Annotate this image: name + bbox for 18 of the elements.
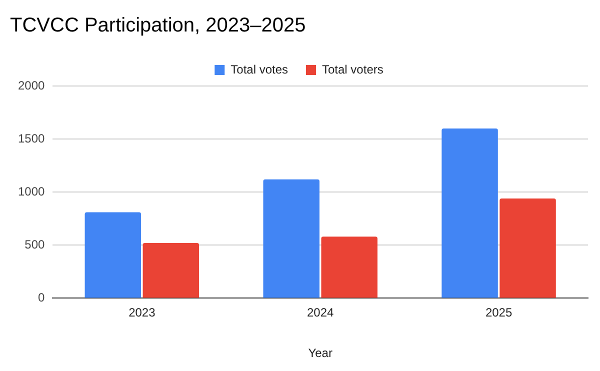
x-tick-label: 2024 — [306, 306, 334, 320]
y-tick-label: 500 — [24, 237, 46, 252]
y-tick-label: 1500 — [18, 131, 46, 146]
y-tick-label: 1000 — [18, 184, 46, 198]
x-axis-title: Year — [308, 346, 332, 360]
legend-label: Total votes — [230, 62, 288, 76]
legend-label: Total voters — [322, 62, 384, 76]
x-tick-label: 2025 — [485, 306, 512, 320]
y-tick-label: 0 — [38, 290, 46, 305]
chart-title: TCVCC Participation, 2023–2025 — [10, 14, 306, 37]
bar — [84, 212, 142, 298]
bar — [263, 179, 320, 298]
x-tick-label: 2023 — [128, 306, 156, 320]
bar — [500, 198, 556, 298]
bar — [142, 243, 200, 298]
bar — [321, 236, 378, 298]
bar — [442, 128, 498, 298]
y-tick-label: 2000 — [18, 78, 46, 92]
